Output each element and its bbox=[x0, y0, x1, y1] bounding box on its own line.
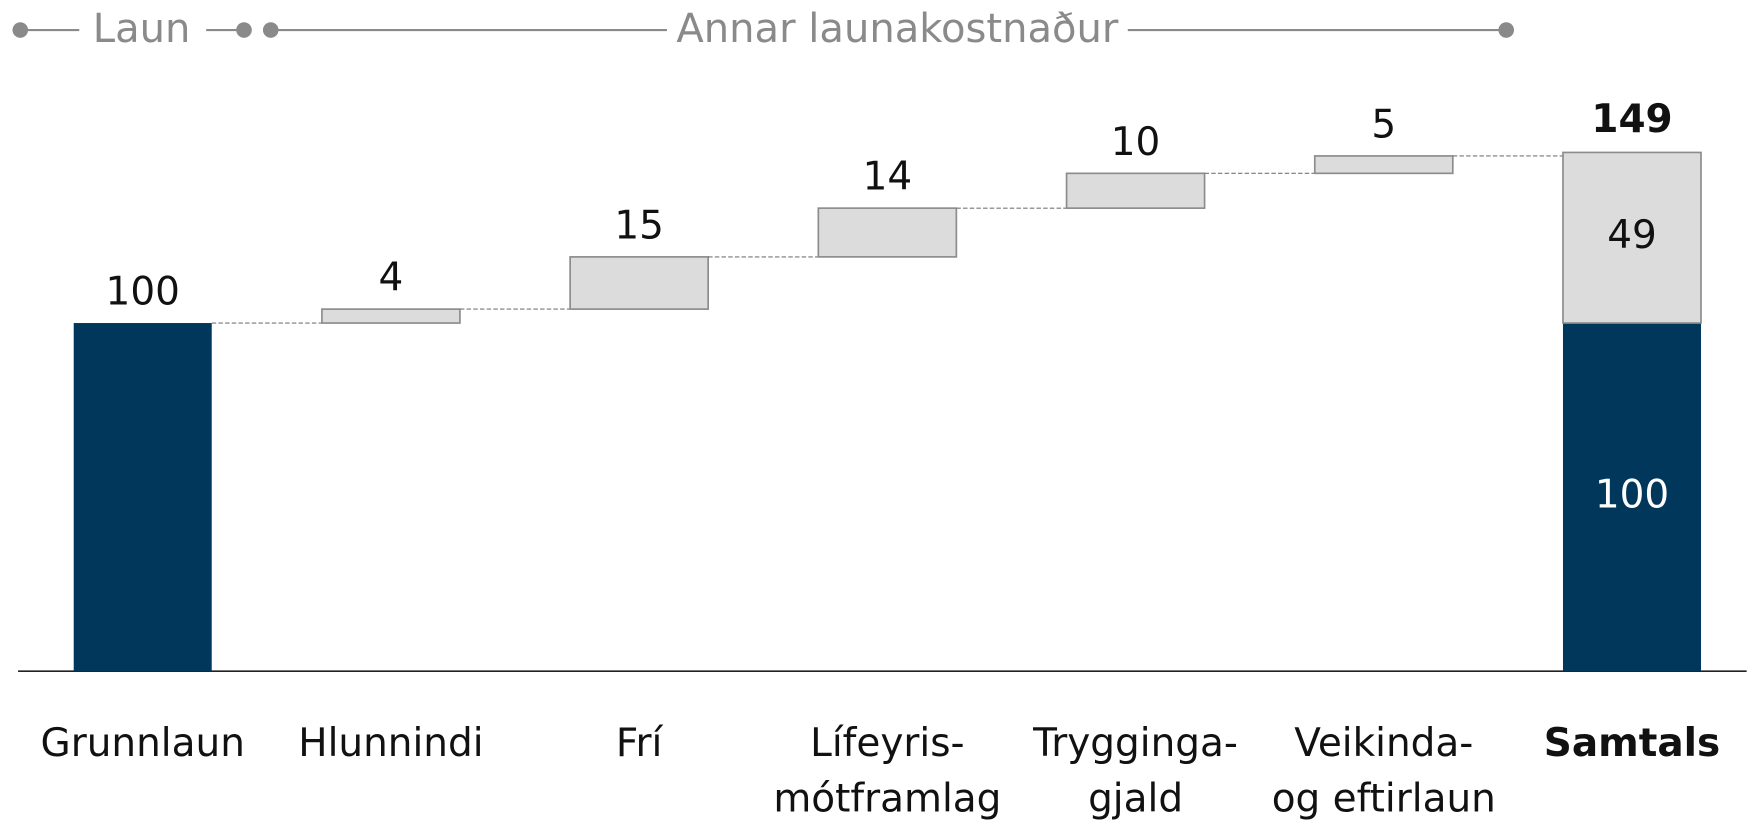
value-label: 4 bbox=[379, 256, 404, 301]
value-label: 10 bbox=[1111, 120, 1161, 165]
x-label-box: Grunnlaun bbox=[40, 721, 245, 766]
step-bar bbox=[1065, 172, 1206, 209]
bracket-dot bbox=[236, 22, 252, 38]
x-tick-label: Trygginga- gjald bbox=[1033, 721, 1238, 822]
x-tick-label: Veikinda- og eftirlaun bbox=[1271, 721, 1496, 822]
step-bar bbox=[321, 308, 461, 324]
segment-label: 100 bbox=[1595, 473, 1669, 518]
base-bar bbox=[73, 323, 212, 672]
bracket-label: Annar launakostnaður bbox=[676, 6, 1118, 52]
x-label-box: Veikinda- og eftirlaun bbox=[1271, 721, 1496, 822]
x-label-box: Frí bbox=[615, 721, 663, 766]
value-label: 15 bbox=[614, 203, 664, 248]
step-bar bbox=[817, 207, 958, 258]
x-tick-label: Samtals bbox=[1543, 721, 1721, 766]
x-label-box: Samtals bbox=[1543, 721, 1721, 766]
x-tick-label: Lífeyris- mótframlag bbox=[773, 721, 1002, 822]
total-extra bbox=[1562, 151, 1702, 324]
value-label: 14 bbox=[863, 155, 913, 200]
x-tick-label: Hlunnindi bbox=[298, 721, 484, 766]
x-label-box: Trygginga- gjald bbox=[1033, 721, 1238, 822]
x-label-box: Lífeyris- mótframlag bbox=[773, 721, 1002, 822]
x-label-box: Hlunnindi bbox=[298, 721, 484, 766]
step-bar bbox=[569, 256, 709, 310]
total-base bbox=[1562, 323, 1701, 672]
x-tick-label: Grunnlaun bbox=[40, 721, 245, 766]
value-label: 100 bbox=[106, 270, 180, 315]
x-tick-label: Frí bbox=[615, 721, 663, 766]
bracket-dot bbox=[1498, 22, 1515, 38]
bracket-label: Laun bbox=[93, 6, 191, 52]
step-bar bbox=[1313, 155, 1454, 175]
value-label: 5 bbox=[1371, 102, 1396, 147]
segment-label: 49 bbox=[1607, 213, 1657, 258]
header-brackets bbox=[12, 22, 1515, 38]
total-label: 149 bbox=[1591, 97, 1672, 142]
